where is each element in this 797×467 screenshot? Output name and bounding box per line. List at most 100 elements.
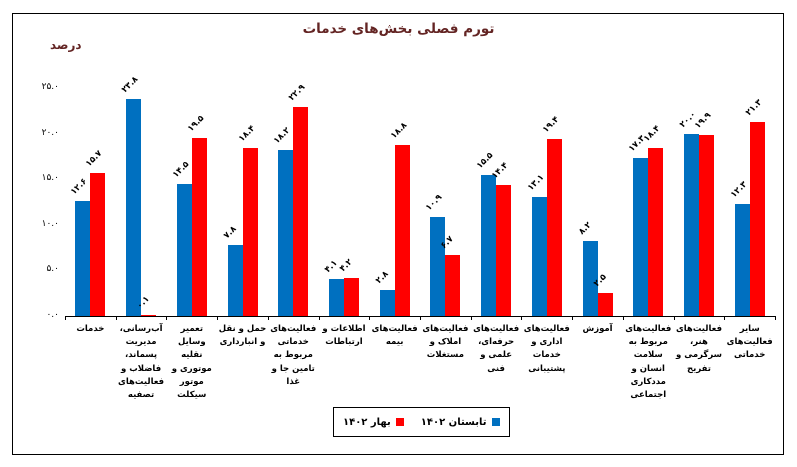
bar-spring-3: ۱۹.۵ — [186, 114, 207, 316]
category-label: آب‌رسانی، مدیریت پسماند، فاضلاب و فعالیت… — [118, 324, 165, 400]
category-label: فعالیت‌های اداری و خدمات پشتیبانی — [523, 324, 570, 374]
bar-summer-2: ۲۳.۸ — [120, 75, 142, 316]
y-tick-label: ۲۵.۰ — [41, 82, 59, 92]
y-tick-label: ۰.۰ — [46, 310, 59, 320]
x-axis-category-labels: خدمات آب‌رسانی، مدیریت پسماند، فاضلاب و ف… — [65, 323, 775, 402]
bar-summer-9: ۱۵.۵ — [475, 150, 497, 316]
bar-value-label: ۱۵.۵ — [475, 150, 496, 171]
bar-spring-8: ۶.۷ — [439, 234, 461, 316]
bar-spring-14: ۲۱.۳ — [744, 97, 765, 316]
bar-spring-13: ۱۹.۹ — [693, 110, 714, 316]
category-label: آموزش — [582, 324, 613, 334]
category-label: فعالیت‌های مربوط به سلامت انسان و مددکار… — [625, 324, 672, 400]
bar-value-label: ۱۳.۱ — [525, 172, 547, 193]
x-axis-tick — [470, 316, 472, 320]
bar-group: ۲۳.۸ ۰.۱ — [116, 75, 167, 316]
category-label: سایر فعالیت‌های خدماتی — [726, 324, 773, 361]
bar-value-label: ۱۴.۵ — [170, 159, 192, 180]
x-axis-tick — [521, 316, 523, 320]
bar-spring-11: ۲.۵ — [591, 273, 613, 316]
bar-group: ۱۴.۵ ۱۹.۵ — [166, 88, 217, 316]
bar-value-label: ۱۲.۶ — [69, 176, 90, 198]
bar-spring-10: ۱۹.۴ — [541, 115, 562, 316]
y-tick-label: ۵.۰ — [46, 264, 59, 275]
bar-group: ۱۲.۳ ۲۱.۳ — [724, 88, 775, 316]
bar-group: ۷.۸ ۱۸.۴ — [217, 88, 268, 316]
y-tick-label: ۱۰.۰ — [41, 218, 59, 229]
x-axis-tick — [217, 316, 219, 320]
x-axis-tick — [724, 316, 726, 320]
x-axis-tick — [572, 316, 574, 320]
bar-group: ۱۸.۲ ۲۲.۹ — [268, 83, 319, 316]
legend-swatch-spring — [395, 418, 404, 426]
x-axis-tick — [115, 316, 117, 320]
category-label: خدمات — [76, 324, 105, 334]
bar-value-label: ۱۹.۹ — [692, 110, 714, 131]
bar-spring-9: ۱۴.۴ — [490, 160, 512, 316]
bar-value-label: ۱۸.۴ — [642, 123, 663, 145]
bar-group: ۱۳.۱ ۱۹.۴ — [521, 88, 572, 316]
bar-summer-11: ۸.۲ — [576, 221, 598, 316]
bar-summer-4: ۷.۸ — [221, 224, 243, 316]
category-label: فعالیت‌های هنر، سرگرمی و تفریح — [675, 324, 723, 374]
bar-group: ۸.۲ ۲.۵ — [572, 88, 623, 316]
bar-spring-12: ۱۸.۴ — [642, 124, 664, 316]
bar-value-label: ۱۵.۷ — [84, 148, 105, 169]
bar-value-label: ۱۸.۴ — [236, 123, 257, 145]
bar-group: ۱۲.۶ ۱۵.۷ — [65, 88, 116, 316]
y-tick-label: ۲۰.۰ — [41, 127, 59, 138]
x-axis-tick — [673, 316, 675, 320]
x-axis-tick — [65, 316, 66, 320]
bar-groups: ۱۲.۶ ۱۵.۷ ۲۳.۸ ۰.۱ ۱۴.۵ ۱۹.۵ ۷.۸ ۱۸.۴ ۱۸.۲ ۲۲.۹ ۴.… — [65, 75, 775, 316]
x-axis-tick — [318, 316, 320, 320]
bar-group: ۱۵.۵ ۱۴.۴ — [471, 88, 522, 316]
bar-summer-3: ۱۴.۵ — [171, 159, 192, 316]
x-axis-tick — [775, 316, 776, 320]
category-label: فعالیت‌های خدماتی مربوط به تامین جا و غذ… — [270, 324, 317, 387]
y-tick-label: ۱۵.۰ — [41, 173, 59, 184]
bar-value-label: ۲۱.۳ — [743, 97, 764, 118]
bar-summer-7: ۲.۸ — [374, 270, 395, 316]
bar-spring-7: ۱۸.۸ — [389, 120, 410, 316]
category-label: فعالیت‌های املاک و مستغلات — [422, 324, 469, 361]
legend-box: بهار ۱۴۰۲ تابستان ۱۴۰۲ — [333, 407, 510, 437]
bar-value-label: ۴.۲ — [337, 257, 355, 274]
bar-summer-13: ۲۰.۰ — [678, 109, 699, 316]
bar-value-label: ۱۹.۵ — [185, 113, 207, 135]
chart-title: تورم فصلی بخش‌های خدمات — [302, 21, 495, 37]
bar-summer-8: ۱۰.۹ — [424, 192, 446, 316]
bar-value-label: ۲.۸ — [373, 269, 391, 287]
bar-group: ۲.۸ ۱۸.۸ — [369, 88, 420, 316]
category-label: اطلاعات و ارتباطات — [322, 324, 366, 348]
category-label: تعمیر وسایل نقلیه موتوری و موتور سیکلت — [171, 324, 212, 400]
bar-summer-12: ۱۷.۳ — [627, 134, 649, 316]
bar-summer-6: ۴.۱ — [323, 258, 344, 316]
bar-value-label: ۱۰.۹ — [424, 192, 445, 213]
bar-value-label: ۸.۲ — [576, 220, 594, 238]
bar-group: ۱۷.۳ ۱۸.۴ — [623, 88, 674, 316]
bar-value-label: ۱۸.۲ — [272, 125, 293, 147]
bar-spring-2: ۰.۱ — [135, 294, 157, 316]
x-axis-tick — [420, 316, 421, 320]
bar-summer-5: ۱۸.۲ — [272, 126, 294, 316]
bar-summer-1: ۱۲.۶ — [69, 177, 91, 316]
bar-group: ۲۰.۰ ۱۹.۹ — [674, 88, 725, 316]
bar-value-label: ۱۴.۴ — [490, 160, 511, 181]
legend-label-summer: تابستان ۱۴۰۲ — [420, 416, 487, 428]
x-axis-tick — [267, 316, 269, 320]
bar-value-label: ۷.۸ — [221, 224, 239, 241]
bar-spring-4: ۱۸.۴ — [236, 124, 258, 316]
x-axis-tick — [369, 316, 371, 320]
bar-value-label: ۱۸.۸ — [388, 120, 409, 141]
bar-group: ۴.۱ ۴.۲ — [319, 88, 370, 316]
bar-value-label: ۱۹.۴ — [540, 114, 562, 136]
x-axis-tick — [622, 316, 624, 320]
bar-spring-1: ۱۵.۷ — [84, 148, 106, 316]
legend-swatch-summer — [491, 418, 500, 426]
y-axis-unit-label: درصد — [50, 38, 82, 52]
bar-spring-6: ۴.۲ — [338, 257, 359, 316]
plot-area: ۱۲.۶ ۱۵.۷ ۲۳.۸ ۰.۱ ۱۴.۵ ۱۹.۵ ۷.۸ ۱۸.۴ ۱۸.۲ ۲۲.۹ ۴.… — [65, 75, 776, 320]
x-axis-tick — [166, 316, 168, 320]
bar-summer-10: ۱۳.۱ — [526, 172, 547, 316]
